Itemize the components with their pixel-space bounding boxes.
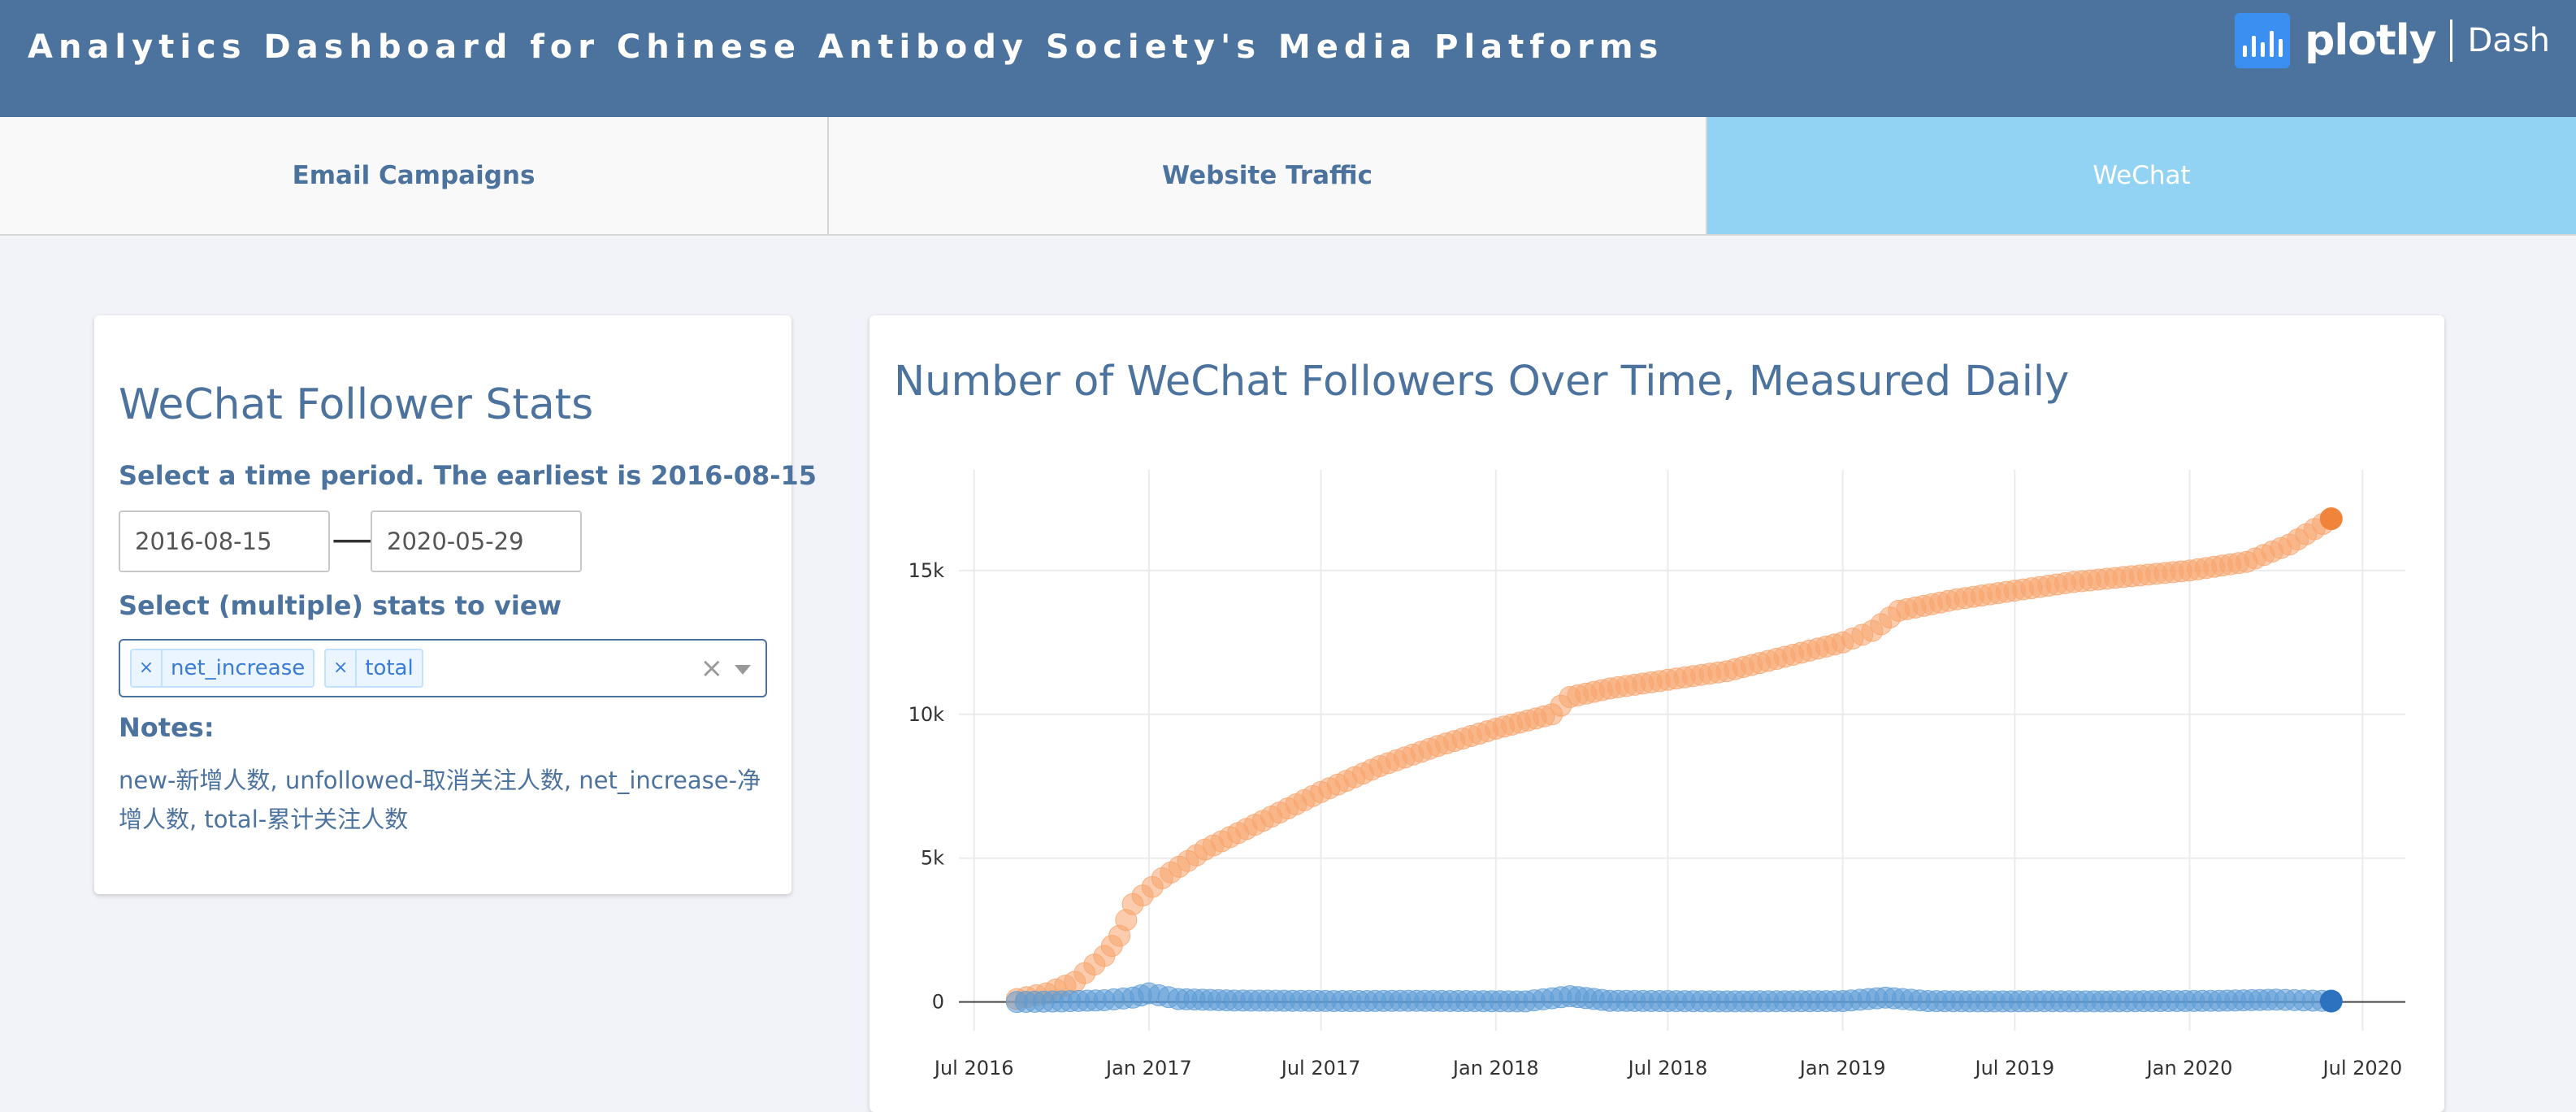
panel-title: WeChat Follower Stats	[119, 380, 594, 429]
plotly-logo-icon	[2235, 13, 2291, 68]
y-tick-label: 10k	[909, 703, 945, 726]
selected-chip-total: × total	[324, 649, 423, 688]
tab-email-campaigns[interactable]: Email Campaigns	[0, 117, 829, 234]
series-last-point-total	[2319, 507, 2343, 531]
time-period-label: Select a time period. The earliest is 20…	[119, 460, 817, 491]
y-tick-label: 5k	[921, 847, 944, 870]
end-date-input[interactable]	[371, 510, 582, 572]
notes-text: new-新增人数, unfollowed-取消关注人数, net_increas…	[119, 767, 761, 833]
chip-label: total	[365, 656, 414, 680]
arrow-right-icon: ⟶	[332, 520, 381, 560]
chart-title: Number of WeChat Followers Over Time, Me…	[894, 358, 2070, 406]
selected-chip-net-increase: × net_increase	[130, 649, 315, 688]
x-tick-label: Jan 2020	[2145, 1057, 2233, 1079]
x-tick-label: Jul 2018	[1627, 1057, 1708, 1079]
notes-label: Notes:	[119, 712, 215, 743]
start-date-input[interactable]	[119, 510, 330, 572]
brand-product: Dash	[2467, 22, 2550, 59]
x-tick-label: Jan 2019	[1798, 1057, 1886, 1079]
stats-select-label: Select (multiple) stats to view	[119, 590, 562, 621]
clear-all-icon[interactable]: ×	[700, 652, 724, 684]
x-tick-label: Jul 2019	[1973, 1057, 2054, 1079]
remove-chip-icon[interactable]: ×	[132, 650, 163, 686]
remove-chip-icon[interactable]: ×	[326, 650, 358, 686]
chip-label: net_increase	[171, 656, 306, 680]
tab-website-traffic[interactable]: Website Traffic	[829, 117, 1707, 234]
brand-name: plotly	[2305, 16, 2436, 65]
x-tick-label: Jan 2018	[1451, 1057, 1539, 1079]
app-header: Analytics Dashboard for Chinese Antibody…	[0, 0, 2576, 117]
followers-scatter-chart[interactable]: Jul 2016 Jan 2017 Jul 2017 Jan 2018 Jul 2018…	[870, 315, 2444, 1092]
x-tick-label: Jul 2017	[1280, 1057, 1361, 1079]
series-last-point-net-increase	[2319, 989, 2343, 1013]
y-tick-label: 15k	[909, 559, 945, 582]
x-tick-label: Jul 2020	[2322, 1057, 2403, 1079]
tab-bar: Email Campaigns Website Traffic WeChat	[0, 117, 2576, 236]
brand-separator	[2450, 20, 2453, 62]
brand: plotly Dash	[2235, 11, 2550, 70]
stats-multi-select[interactable]: × net_increase × total ×	[119, 639, 767, 697]
y-tick-label: 0	[932, 991, 944, 1014]
x-tick-label: Jul 2016	[933, 1057, 1014, 1079]
chart-card: Number of WeChat Followers Over Time, Me…	[870, 315, 2444, 1112]
x-tick-label: Jan 2017	[1104, 1057, 1192, 1079]
chevron-down-icon[interactable]	[735, 665, 751, 675]
controls-card: WeChat Follower Stats Select a time peri…	[94, 315, 817, 894]
app-title: Analytics Dashboard for Chinese Antibody…	[28, 28, 1664, 66]
tab-wechat[interactable]: WeChat	[1707, 117, 2576, 234]
